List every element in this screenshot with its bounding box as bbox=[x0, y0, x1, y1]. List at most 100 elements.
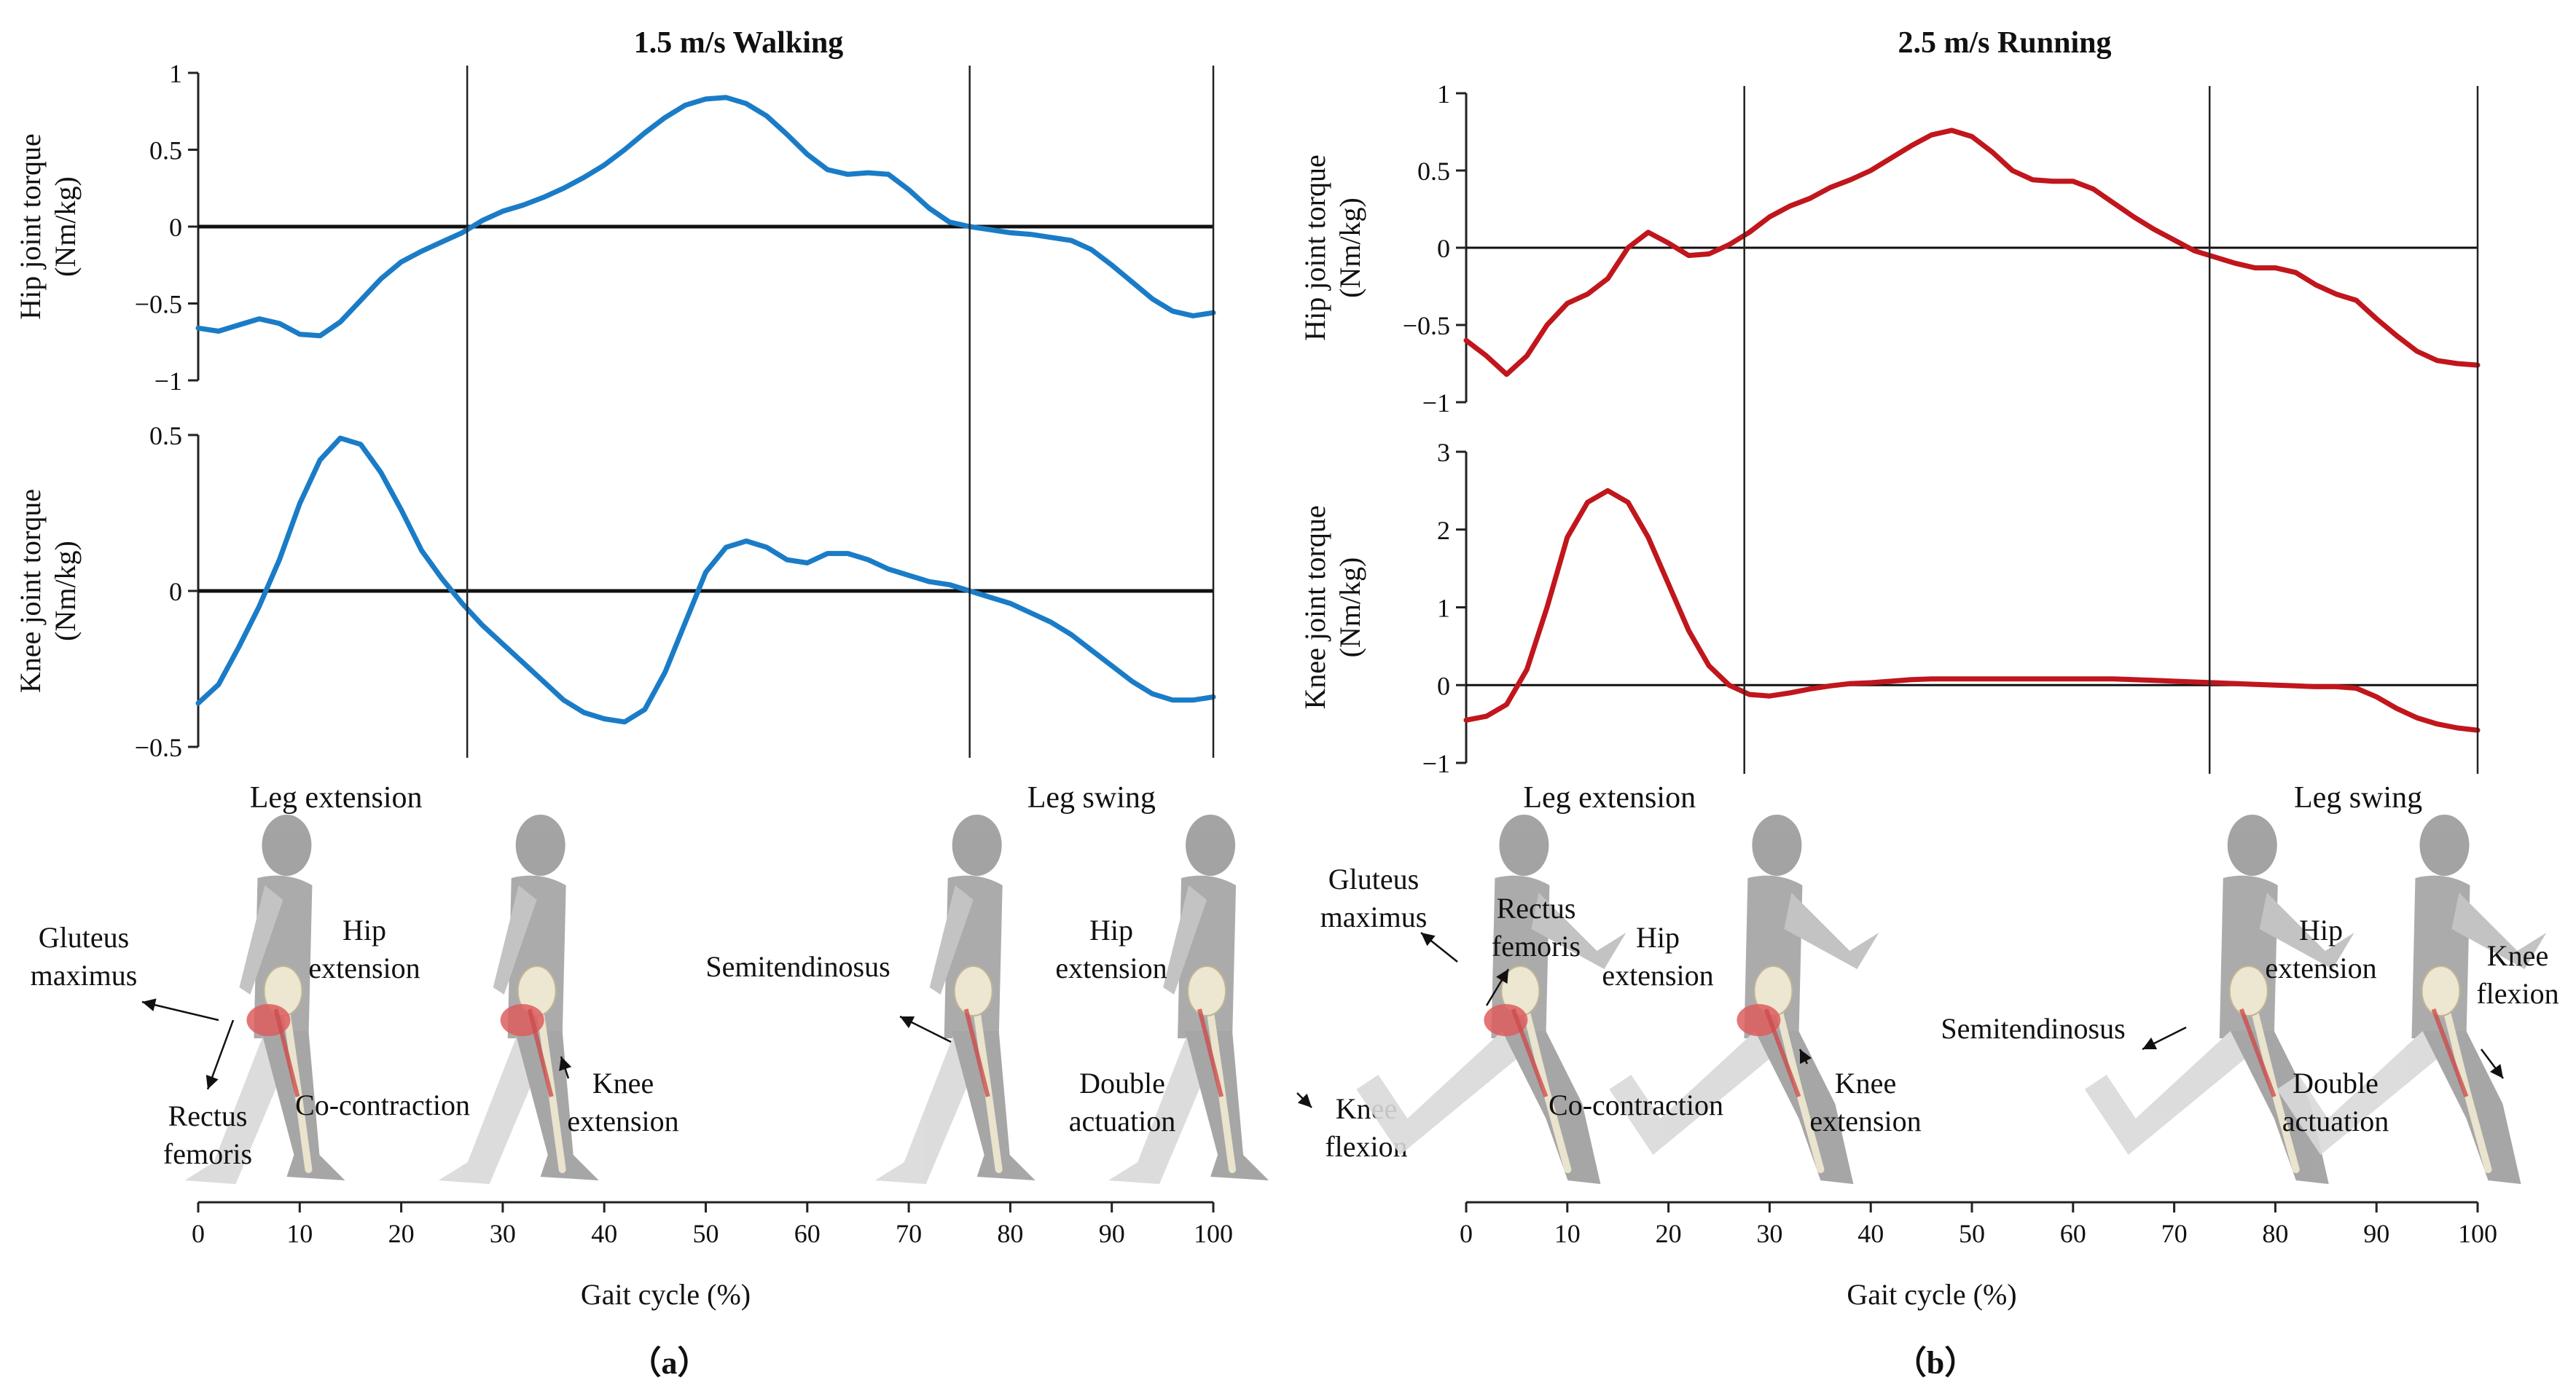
annotation-label: Gluteus bbox=[1328, 863, 1419, 896]
gait-figure-illustration bbox=[1108, 815, 1269, 1184]
phase-label-leg-extension: Leg extension bbox=[1523, 781, 1696, 815]
x-tick-label: 80 bbox=[2262, 1219, 2288, 1248]
x-tick-label: 90 bbox=[1099, 1219, 1125, 1248]
x-tick-label: 60 bbox=[2060, 1219, 2086, 1248]
phase-label-leg-swing: Leg swing bbox=[2294, 781, 2422, 815]
annotation-label: extension bbox=[1055, 952, 1167, 984]
annotation-label: maximus bbox=[31, 959, 138, 992]
x-tick-label: 90 bbox=[2363, 1219, 2389, 1248]
annotation-arrowhead bbox=[900, 1016, 915, 1029]
annotation-label: maximus bbox=[1320, 901, 1428, 933]
gait-figure-illustration bbox=[1356, 815, 1626, 1184]
annotation-label: extension bbox=[308, 952, 420, 984]
annotation-arrowhead bbox=[2490, 1064, 2503, 1078]
annotation-label: Hip bbox=[2299, 914, 2343, 947]
y-tick-label: −1 bbox=[1422, 749, 1450, 778]
annotation-label: extension bbox=[567, 1105, 678, 1137]
y-tick-label: 0 bbox=[169, 213, 182, 242]
y-axis-label: Hip joint torque bbox=[14, 133, 47, 320]
y-tick-label: 1 bbox=[169, 59, 182, 88]
annotation-arrowhead bbox=[205, 1074, 219, 1089]
gait-figure-illustration bbox=[874, 815, 1036, 1184]
y-tick-label: 0.5 bbox=[149, 421, 182, 450]
annotation-label: Hip bbox=[1089, 914, 1133, 947]
hip-subplot-a: 1 0.5 0 −0.5 −1 Hip joint torque (Nm/kg) bbox=[14, 59, 1216, 396]
x-tick-label: 0 bbox=[192, 1219, 205, 1248]
y-axis-label: Hip joint torque bbox=[1299, 154, 1331, 341]
chart-title-b: 2.5 m/s Running bbox=[1898, 26, 2112, 60]
annotation-label: Co-contraction bbox=[1549, 1089, 1723, 1121]
hip-subplot-b: 1 0.5 0 −0.5 −1 Hip joint torque (Nm/kg) bbox=[1299, 79, 2481, 418]
annotation-label: Rectus bbox=[168, 1100, 248, 1132]
annotation-label: Semitendinosus bbox=[705, 950, 890, 983]
phase-label-leg-swing: Leg swing bbox=[1027, 781, 1156, 815]
chart-title-a: 1.5 m/s Walking bbox=[634, 26, 843, 60]
panel-label-a: （a） bbox=[630, 1345, 710, 1381]
gait-figure-illustration bbox=[2084, 815, 2354, 1184]
hip-torque-series-line bbox=[1463, 128, 2481, 377]
annotation-label: flexion bbox=[2476, 977, 2559, 1010]
annotation-label: Knee bbox=[1835, 1067, 1896, 1100]
annotation-label: Hip bbox=[1636, 921, 1680, 954]
x-tick-label: 100 bbox=[1194, 1219, 1233, 1248]
y-axis-label: Knee joint torque bbox=[1299, 506, 1331, 710]
annotation-label: Semitendinosus bbox=[1941, 1012, 2125, 1045]
gait-figure-illustration bbox=[438, 815, 599, 1184]
y-tick-label: −1 bbox=[1422, 388, 1450, 418]
annotation-arrowhead bbox=[142, 998, 157, 1011]
annotation-arrowhead bbox=[1496, 969, 1508, 984]
knee-subplot-b: 3 2 1 0 −1 Knee joint torque (Nm/kg) bbox=[1299, 438, 2481, 778]
x-tick-label: 70 bbox=[2161, 1219, 2188, 1248]
x-tick-label: 50 bbox=[693, 1219, 719, 1248]
annotation-label: Double bbox=[1079, 1067, 1165, 1100]
annotation-label: femoris bbox=[163, 1137, 252, 1170]
x-tick-label: 40 bbox=[591, 1219, 617, 1248]
panel-b-running: 2.5 m/s Running 1 0.5 0 −0.5 −1 Hip joint torq… bbox=[1299, 26, 2559, 1381]
annotation-label: Knee bbox=[2487, 939, 2548, 972]
x-tick-label: 10 bbox=[1554, 1219, 1581, 1248]
y-axis-label: (Nm/kg) bbox=[1334, 557, 1366, 658]
annotation-label: Hip bbox=[342, 914, 386, 947]
annotation-label: actuation bbox=[1069, 1105, 1176, 1137]
y-axis-label: (Nm/kg) bbox=[1334, 197, 1366, 298]
x-tick-label: 20 bbox=[1656, 1219, 1682, 1248]
x-tick-label: 40 bbox=[1857, 1219, 1884, 1248]
annotation-arrowhead bbox=[1421, 933, 1436, 947]
annotation-label: femoris bbox=[1492, 930, 1581, 963]
x-tick-label: 20 bbox=[388, 1219, 415, 1248]
annotation-arrowhead bbox=[1800, 1049, 1812, 1065]
y-tick-label: 3 bbox=[1437, 438, 1450, 467]
y-tick-label: 0 bbox=[1437, 234, 1450, 263]
annotation-arrowhead bbox=[559, 1057, 572, 1071]
annotation-label: actuation bbox=[2282, 1105, 2389, 1137]
y-tick-label: 1 bbox=[1437, 79, 1450, 109]
y-axis-label: (Nm/kg) bbox=[49, 541, 82, 641]
y-tick-label: 0 bbox=[169, 577, 182, 606]
y-tick-label: 0 bbox=[1437, 671, 1450, 700]
y-tick-label: 0.5 bbox=[1417, 157, 1450, 186]
knee-subplot-a: 0.5 0 −0.5 Knee joint torque (Nm/kg) bbox=[14, 421, 1216, 762]
y-axis-label: Knee joint torque bbox=[14, 489, 47, 693]
x-tick-label: 10 bbox=[286, 1219, 313, 1248]
knee-torque-series-line bbox=[195, 435, 1216, 725]
y-tick-label: −0.5 bbox=[135, 290, 182, 319]
annotation-label: Rectus bbox=[1497, 892, 1576, 925]
x-axis-label: Gait cycle (%) bbox=[581, 1278, 751, 1311]
annotation-label: Double bbox=[2293, 1067, 2379, 1100]
y-tick-label: −1 bbox=[154, 367, 182, 396]
hip-torque-series-line bbox=[195, 95, 1216, 339]
phase-label-leg-extension: Leg extension bbox=[250, 781, 423, 815]
x-tick-label: 100 bbox=[2458, 1219, 2497, 1248]
gait-figure-illustration bbox=[1609, 815, 1879, 1184]
annotation-label: extension bbox=[2265, 952, 2376, 984]
annotation-label: extension bbox=[1809, 1105, 1921, 1137]
x-tick-label: 70 bbox=[896, 1219, 922, 1248]
x-tick-label: 60 bbox=[794, 1219, 821, 1248]
x-axis-label: Gait cycle (%) bbox=[1847, 1278, 2016, 1311]
y-tick-label: −0.5 bbox=[135, 733, 182, 762]
y-tick-label: −0.5 bbox=[1403, 311, 1450, 340]
panel-label-b: （b） bbox=[1895, 1345, 1976, 1381]
annotation-label: Knee bbox=[592, 1067, 654, 1100]
x-tick-label: 0 bbox=[1460, 1219, 1473, 1248]
